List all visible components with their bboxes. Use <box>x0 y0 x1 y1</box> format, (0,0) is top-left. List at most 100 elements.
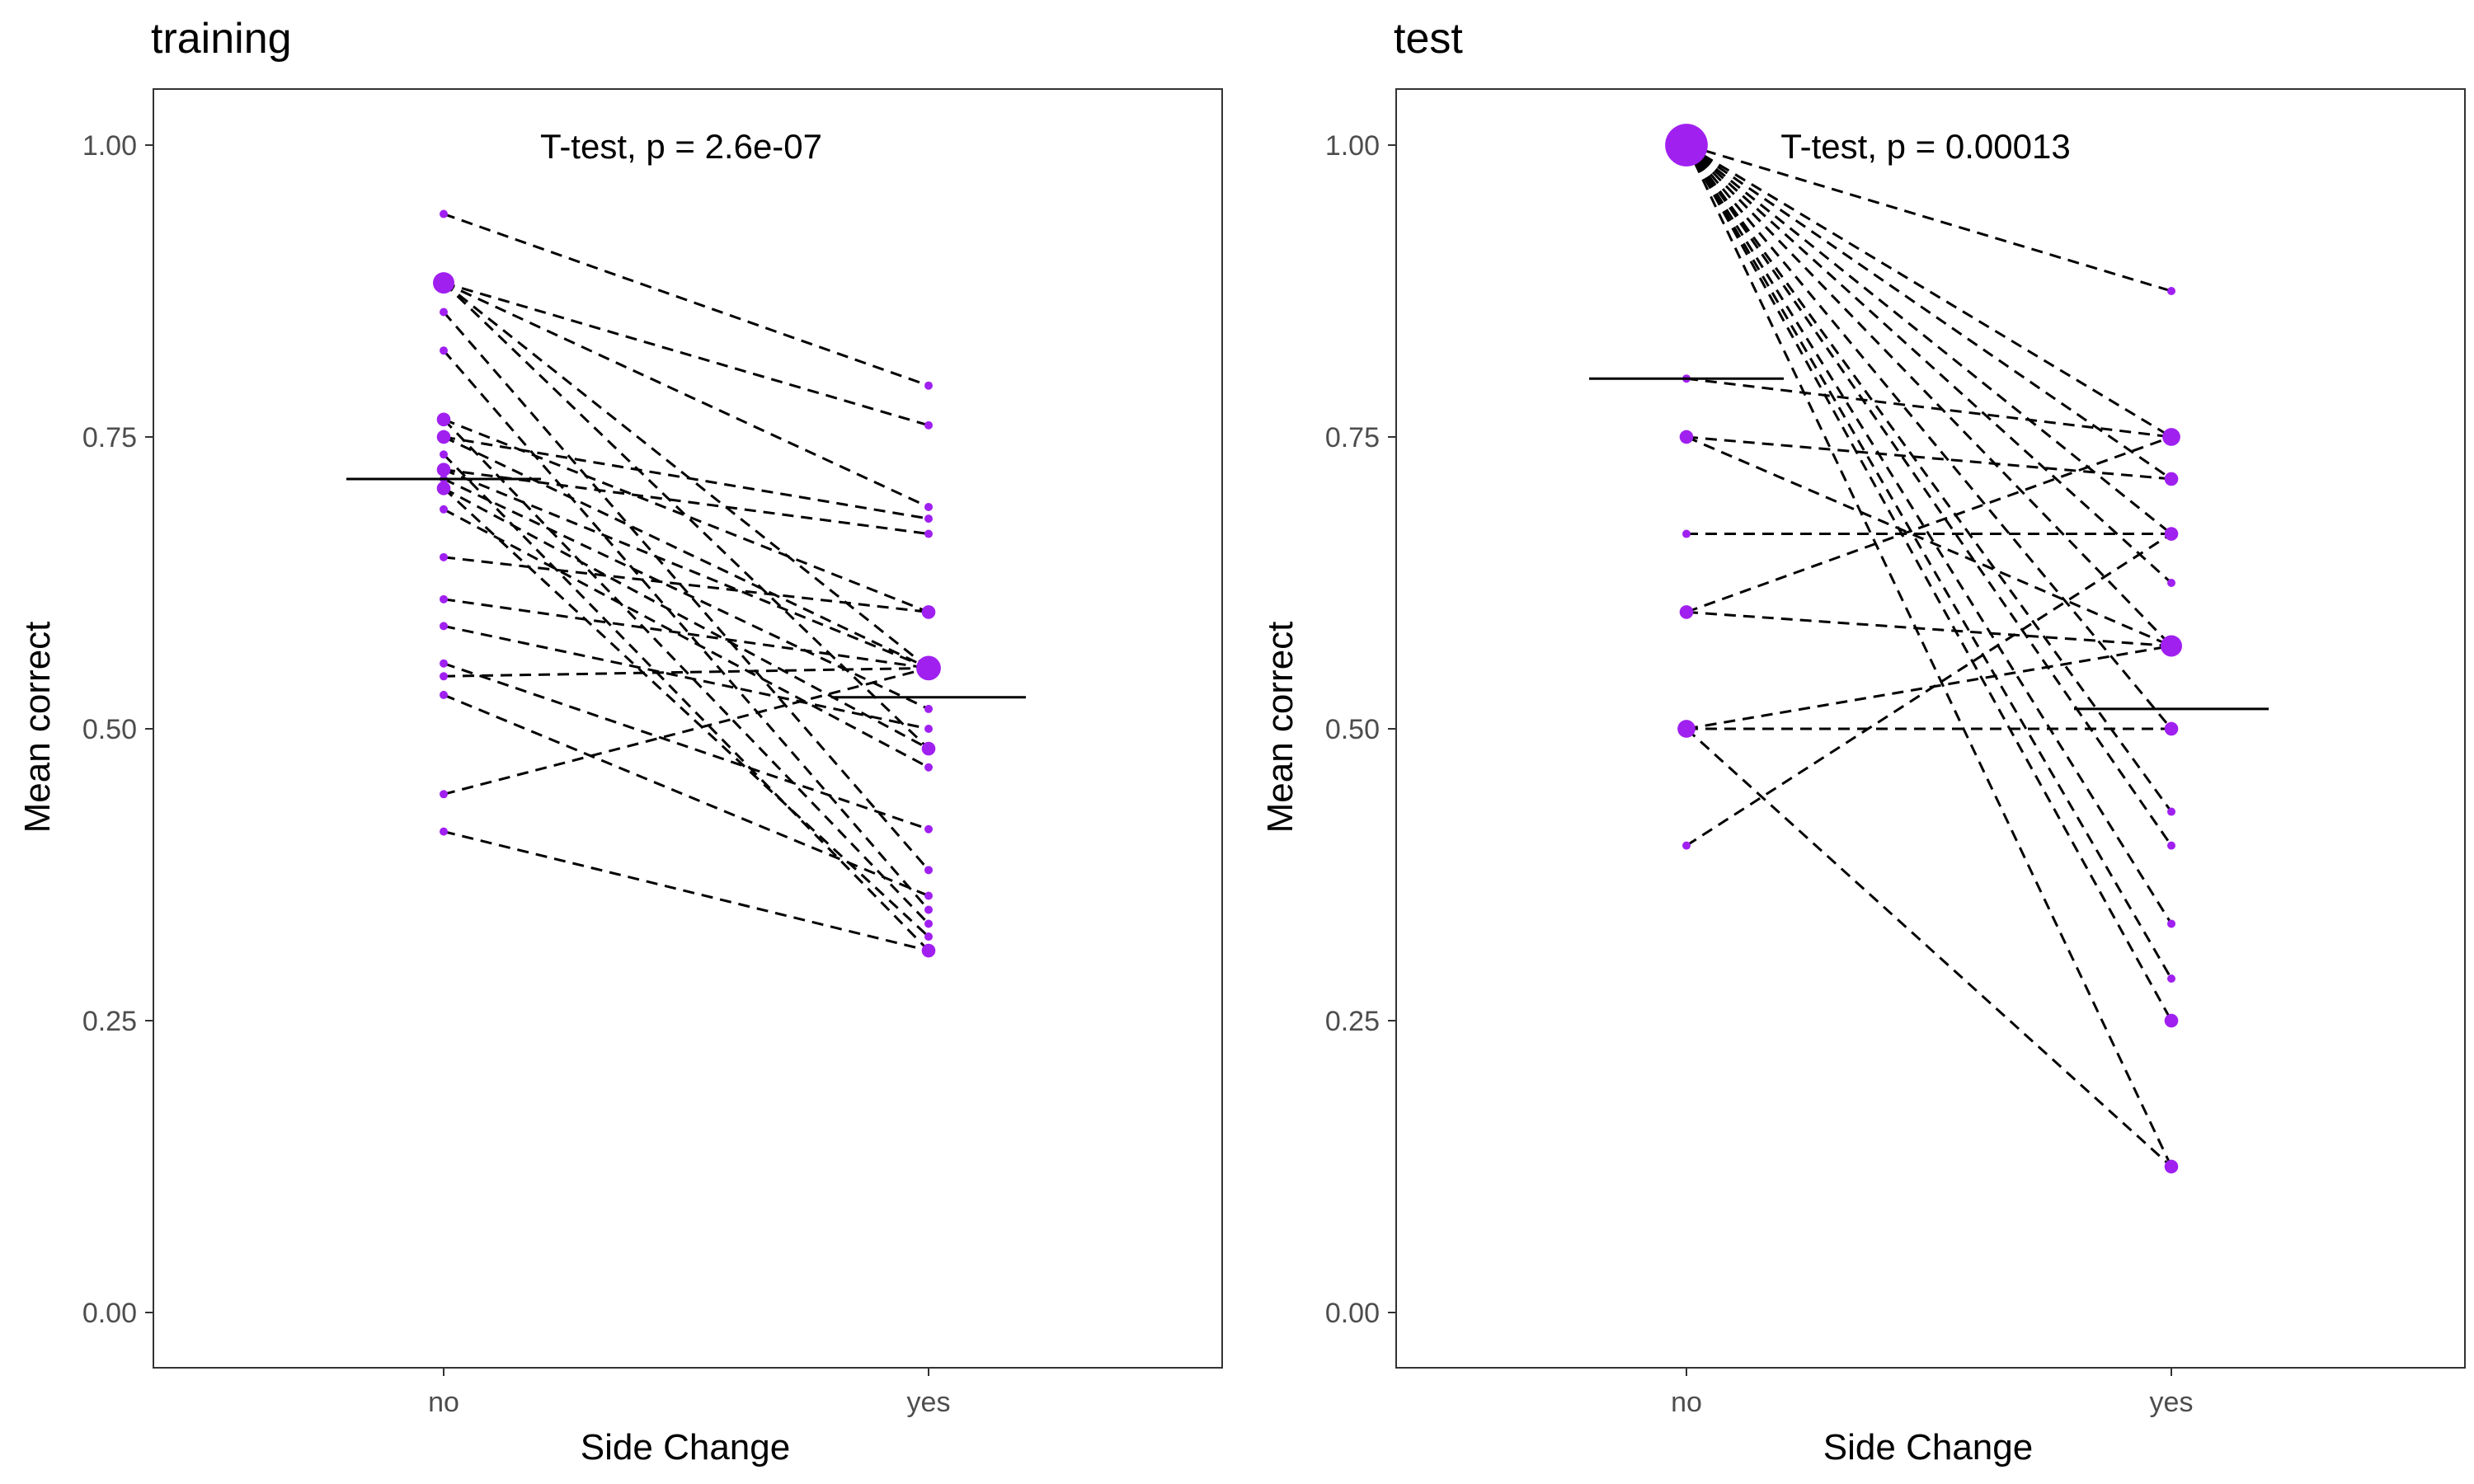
paired-line <box>443 666 929 678</box>
data-point <box>2167 807 2175 816</box>
paired-line <box>1685 144 2173 730</box>
paired-line <box>1686 435 2172 647</box>
paired-line <box>1686 143 2172 293</box>
plot-frame <box>1395 88 2466 1369</box>
data-point <box>924 502 933 511</box>
data-point <box>2167 287 2175 295</box>
paired-line <box>1686 377 2172 439</box>
paired-line <box>443 477 929 711</box>
paired-line <box>443 281 929 669</box>
paired-line <box>1685 144 2173 925</box>
data-point <box>440 505 448 514</box>
data-point <box>2167 841 2175 850</box>
data-point <box>924 905 933 914</box>
data-point <box>2164 721 2179 736</box>
data-point <box>1682 529 1691 538</box>
paired-line <box>1686 143 2172 535</box>
paired-line <box>1686 533 2172 847</box>
panel-test: test T-test, p = 0.00013 Side Change Mea… <box>1260 15 2466 1468</box>
paired-line <box>1685 144 2173 979</box>
data-point <box>2161 635 2182 657</box>
data-point <box>1682 841 1691 850</box>
data-point <box>924 919 933 928</box>
paired-line <box>1686 435 2172 481</box>
plot-area: 0.00 0.25 0.50 0.75 1.00 no yes <box>1325 88 2466 1418</box>
data-point <box>916 655 941 681</box>
data-point <box>921 943 936 958</box>
data-point <box>924 704 933 713</box>
y-tick-label: 0.00 <box>82 1298 137 1329</box>
paired-line <box>443 468 929 669</box>
data-point <box>924 763 933 772</box>
y-tick-label: 0.50 <box>1325 714 1380 745</box>
data-point <box>440 672 448 681</box>
paired-line <box>443 556 929 613</box>
paired-line <box>443 662 929 831</box>
paired-line <box>443 598 929 669</box>
data-point <box>924 932 933 942</box>
paired-line <box>442 311 930 871</box>
paired-line <box>443 418 929 613</box>
panel-training: training T-test, p = 2.6e-07 Side Change… <box>17 15 1223 1468</box>
data-point <box>2162 428 2180 446</box>
paired-line <box>443 830 929 952</box>
data-point <box>1679 430 1694 444</box>
x-tick-label: no <box>428 1387 459 1418</box>
data-point <box>440 622 448 631</box>
data-point <box>436 412 451 427</box>
paired-line <box>443 435 929 669</box>
paired-line <box>443 486 929 750</box>
y-axis-title: Mean correct <box>17 622 58 834</box>
data-point <box>1679 605 1694 619</box>
x-axis-title: Side Change <box>581 1427 790 1468</box>
x-axis-title: Side Change <box>1823 1427 2033 1468</box>
data-point <box>1665 124 1708 167</box>
plot-frame <box>153 88 1223 1369</box>
panel-title: training <box>151 15 292 63</box>
ttest-annotation: T-test, p = 0.00013 <box>1780 127 2070 166</box>
paired-line <box>443 666 929 796</box>
ttest-annotation: T-test, p = 2.6e-07 <box>540 127 822 166</box>
paired-line <box>1685 144 2173 813</box>
data-point <box>1677 720 1696 738</box>
paired-line <box>443 213 929 387</box>
paired-line <box>442 453 930 952</box>
data-point <box>440 790 448 799</box>
data-point <box>440 308 448 317</box>
plot-area: 0.00 0.25 0.50 0.75 1.00 no yes <box>82 88 1223 1418</box>
y-tick-label: 1.00 <box>82 130 137 162</box>
paired-line <box>443 281 929 427</box>
paired-line <box>443 508 929 769</box>
paired-line <box>1685 144 2173 1167</box>
data-point <box>924 514 933 524</box>
data-point <box>440 346 448 355</box>
data-point <box>2164 1013 2179 1028</box>
paired-line <box>442 418 930 925</box>
data-point <box>2167 579 2175 587</box>
paired-line <box>1686 644 2172 730</box>
y-tick-label: 0.50 <box>82 714 137 745</box>
data-point <box>924 866 933 875</box>
paired-line <box>1685 727 2173 1168</box>
data-point <box>440 659 448 668</box>
data-point <box>433 272 454 294</box>
data-point <box>440 690 448 699</box>
data-point <box>436 481 451 495</box>
data-point <box>924 381 933 390</box>
paired-line <box>442 350 930 911</box>
data-point <box>2167 919 2175 928</box>
paired-line <box>443 624 929 730</box>
data-point <box>924 725 933 733</box>
panel-title: test <box>1394 15 1463 63</box>
data-point <box>921 605 936 619</box>
data-point <box>436 430 451 444</box>
data-point <box>440 594 448 603</box>
data-point <box>436 463 451 477</box>
data-point <box>2164 472 2179 486</box>
y-tick-label: 0.75 <box>82 422 137 453</box>
paired-line <box>1686 435 2172 613</box>
y-tick-label: 1.00 <box>1325 130 1380 162</box>
paired-line <box>442 282 930 750</box>
y-axis-title: Mean correct <box>1260 622 1300 834</box>
